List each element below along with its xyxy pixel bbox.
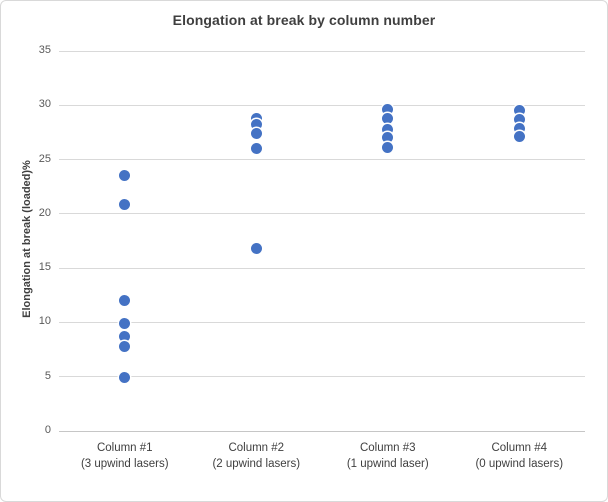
data-point [250, 143, 262, 155]
data-point [250, 243, 262, 255]
gridline [59, 321, 585, 323]
y-tick-label: 35 [38, 44, 51, 56]
gridline [59, 159, 585, 161]
y-tick-label: 15 [38, 261, 51, 274]
data-point [119, 295, 131, 307]
data-point [382, 132, 394, 144]
data-point [119, 340, 131, 352]
x-category-label-line: Column #4 [491, 442, 548, 454]
data-point [513, 113, 525, 125]
x-category-label: Column #3 (1 upwind laser) [318, 440, 458, 472]
gridline [59, 267, 585, 269]
data-point [382, 142, 394, 154]
y-tick-label: 5 [44, 369, 51, 382]
x-category-label-line: Column #1 [96, 442, 153, 454]
x-category-label-line: (1 upwind laser) [346, 458, 429, 470]
x-category-label-line: (3 upwind lasers) [80, 458, 169, 470]
gridline [59, 104, 585, 106]
data-point [513, 122, 525, 134]
y-tick-label: 20 [38, 206, 51, 219]
data-point [119, 372, 131, 384]
data-point [119, 318, 131, 329]
data-point [250, 112, 262, 124]
x-category-label: Column #2 (2 upwind lasers) [186, 440, 326, 472]
data-point [382, 104, 394, 116]
data-point [513, 131, 525, 143]
x-category-label-line: (2 upwind lasers) [212, 458, 301, 470]
gridline [59, 50, 585, 52]
x-category-label: Column #4 (0 upwind lasers) [449, 440, 589, 472]
data-point [250, 128, 262, 139]
gridline [59, 376, 585, 378]
data-point [119, 170, 131, 182]
y-tick-label: 0 [44, 424, 51, 436]
y-axis-title: Elongation at break (loaded)% [21, 160, 33, 318]
y-tick-label: 10 [38, 315, 51, 328]
data-point [513, 105, 525, 117]
data-point [119, 331, 131, 343]
x-category-label-line: Column #3 [359, 442, 416, 454]
data-point [119, 198, 131, 210]
y-tick-label: 25 [38, 152, 51, 165]
chart-title: Elongation at break by column number [172, 12, 436, 28]
data-point [250, 119, 262, 131]
x-axis-line [59, 430, 585, 432]
x-category-label-line: (0 upwind lasers) [475, 458, 564, 470]
x-category-label-line: Column #2 [228, 442, 285, 454]
data-point [382, 123, 394, 135]
gridline [59, 213, 585, 215]
data-point [382, 112, 394, 124]
y-tick-label: 30 [38, 98, 51, 111]
x-category-label: Column #1 (3 upwind lasers) [55, 440, 195, 472]
